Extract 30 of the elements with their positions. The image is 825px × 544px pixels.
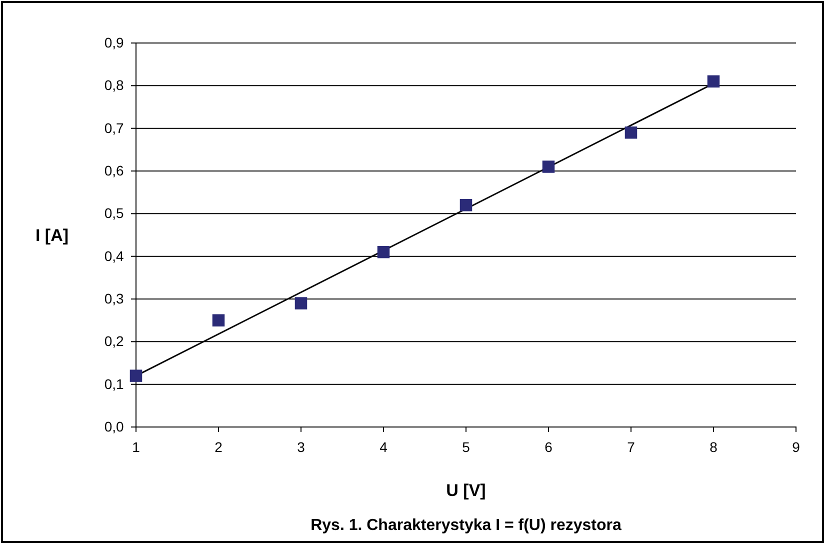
x-tick-label: 5 <box>462 438 470 455</box>
point <box>294 297 308 310</box>
x-tick-label: 6 <box>544 438 553 455</box>
point <box>130 370 142 382</box>
y-tick-label: 0,7 <box>104 120 124 136</box>
x-tick-label: 7 <box>627 438 636 455</box>
point <box>707 75 720 88</box>
text: Rys. 1. Charakterystyka I = f(U) rezystora <box>310 517 622 534</box>
point <box>212 314 225 326</box>
x-tick-label: 3 <box>297 438 306 455</box>
x-tick-label: 9 <box>792 438 800 455</box>
y-axis-title: I [A] <box>35 226 69 245</box>
y-tick-label: 0,0 <box>104 418 124 434</box>
x-axis-title: U [V] <box>446 481 486 500</box>
point <box>377 246 390 258</box>
point <box>460 199 472 212</box>
y-tick-label: 0,2 <box>104 333 124 350</box>
y-tick-label: 0,1 <box>104 376 124 392</box>
y-tick-label: 0,6 <box>104 162 124 178</box>
x-tick-label: 2 <box>214 438 223 455</box>
point <box>542 160 555 173</box>
y-tick-label: 0,5 <box>104 205 124 222</box>
x-tick-label: 4 <box>380 438 388 455</box>
y-tick-label: 0,3 <box>104 290 124 306</box>
y-tick-label: 0,4 <box>104 248 124 264</box>
y-tick-label: 0,8 <box>104 77 124 94</box>
point <box>624 126 638 139</box>
y-tick-label: 0,9 <box>104 34 124 50</box>
x-tick-label: 8 <box>710 438 718 455</box>
x-tick-label: 1 <box>132 438 140 455</box>
